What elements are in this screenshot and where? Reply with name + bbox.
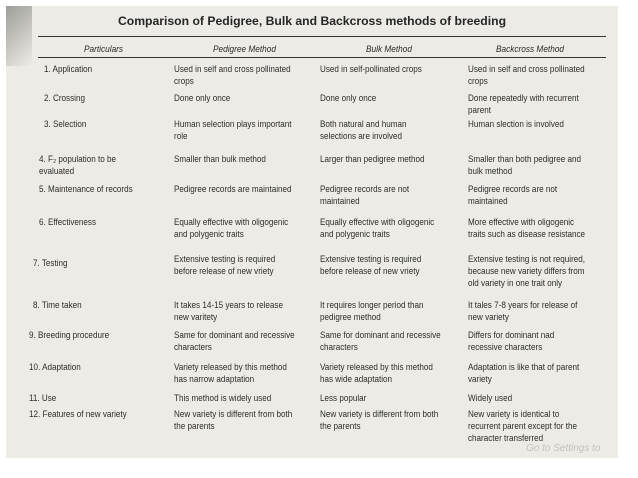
activation-watermark: Go to Settings to bbox=[526, 443, 601, 454]
cell-bulk: and polygenic traits bbox=[320, 229, 390, 239]
cell-backcross: Extensive testing is not required, bbox=[468, 254, 586, 264]
row-particular: 1. Application bbox=[44, 64, 93, 74]
cell-backcross: bulk method bbox=[468, 166, 513, 176]
cell-bulk: characters bbox=[320, 342, 358, 352]
cell-pedigree: Variety released by this method bbox=[174, 362, 287, 372]
cell-backcross: Adaptation is like that of parent bbox=[468, 362, 580, 372]
cell-bulk: has wide adaptation bbox=[320, 374, 393, 384]
header-pedigree: Pedigree Method bbox=[213, 44, 276, 54]
cell-backcross: maintained bbox=[468, 196, 508, 206]
document-page: Comparison of Pedigree, Bulk and Backcro… bbox=[6, 6, 618, 458]
cell-backcross: variety bbox=[468, 374, 492, 384]
cell-bulk: Less popular bbox=[320, 393, 367, 403]
cell-pedigree: Smaller than bulk method bbox=[174, 154, 266, 164]
cell-backcross: It tales 7-8 years for release of bbox=[468, 300, 578, 310]
cell-bulk: Larger than pedigree method bbox=[320, 154, 425, 164]
row-particular: 11. Use bbox=[29, 393, 57, 403]
cell-bulk: Same for dominant and recessive bbox=[320, 330, 441, 340]
top-rule bbox=[38, 36, 606, 37]
cell-pedigree: has narrow adaptation bbox=[174, 374, 255, 384]
cell-pedigree: before release of new vriety bbox=[174, 266, 274, 276]
cell-pedigree: crops bbox=[174, 76, 194, 86]
cell-pedigree: This method is widely used bbox=[174, 393, 272, 403]
cell-pedigree: Used in self and cross pollinated bbox=[174, 64, 291, 74]
cell-backcross: New variety is identical to bbox=[468, 409, 560, 419]
cell-bulk: Variety released by this method bbox=[320, 362, 433, 372]
cell-backcross: Pedigree records are not bbox=[468, 184, 558, 194]
cell-backcross: Smaller than both pedigree and bbox=[468, 154, 582, 164]
row-particular: 4. F₂ population to be bbox=[39, 154, 117, 164]
cell-bulk: the parents bbox=[320, 421, 361, 431]
cell-bulk: maintained bbox=[320, 196, 360, 206]
cell-pedigree: It takes 14-15 years to release bbox=[174, 300, 283, 310]
cell-backcross: Differs for dominant nad bbox=[468, 330, 555, 340]
cell-backcross: old variety in one trait only bbox=[468, 278, 563, 288]
cell-backcross: parent bbox=[468, 105, 491, 115]
row-particular: 8. Time taken bbox=[33, 300, 82, 310]
cell-backcross: Used in self and cross pollinated bbox=[468, 64, 585, 74]
header-rule bbox=[38, 57, 606, 58]
cell-bulk: Extensive testing is required bbox=[320, 254, 422, 264]
cell-bulk: selections are involved bbox=[320, 131, 402, 141]
cell-backcross: recurrent parent except for the bbox=[468, 421, 577, 431]
cell-pedigree: Pedigree records are maintained bbox=[174, 184, 292, 194]
cell-pedigree: Done only once bbox=[174, 93, 231, 103]
cell-backcross: character transferred bbox=[468, 433, 544, 443]
cell-pedigree: New variety is different from both bbox=[174, 409, 293, 419]
cell-backcross: Done repeatedly with recurrent bbox=[468, 93, 579, 103]
cell-bulk: before release of new vriety bbox=[320, 266, 420, 276]
cell-pedigree: Same for dominant and recessive bbox=[174, 330, 295, 340]
row-particular: 3. Selection bbox=[44, 119, 87, 129]
cell-pedigree: Human selection plays important bbox=[174, 119, 292, 129]
row-particular: 6. Effectiveness bbox=[39, 217, 97, 227]
page-shadow bbox=[6, 6, 32, 66]
header-backcross: Backcross Method bbox=[496, 44, 565, 54]
cell-backcross: because new variety differs from bbox=[468, 266, 585, 276]
cell-bulk: It requires longer period than bbox=[320, 300, 424, 310]
cell-bulk: New variety is different from both bbox=[320, 409, 439, 419]
cell-backcross: Widely used bbox=[468, 393, 513, 403]
cell-backcross: recessive characters bbox=[468, 342, 543, 352]
document-title: Comparison of Pedigree, Bulk and Backcro… bbox=[117, 14, 507, 28]
cell-backcross: new variety bbox=[468, 312, 509, 322]
row-particular: 9. Breeding procedure bbox=[29, 330, 110, 340]
cell-pedigree: characters bbox=[174, 342, 212, 352]
row-particular: 10. Adaptation bbox=[29, 362, 81, 372]
cell-pedigree: new varitety bbox=[174, 312, 218, 322]
cell-bulk: Used in self-pollinated crops bbox=[320, 64, 422, 74]
row-particular: 5. Maintenance of records bbox=[39, 184, 133, 194]
cell-pedigree: and polygenic traits bbox=[174, 229, 244, 239]
cell-pedigree: the parents bbox=[174, 421, 215, 431]
cell-backcross: More effective with oligogenic bbox=[468, 217, 575, 227]
cell-bulk: Equally effective with oligogenic bbox=[320, 217, 435, 227]
cell-pedigree: Equally effective with oligogenic bbox=[174, 217, 289, 227]
cell-bulk: pedigree method bbox=[320, 312, 381, 322]
cell-backcross: Human slection is involved bbox=[468, 119, 564, 129]
cell-backcross: crops bbox=[468, 76, 488, 86]
cell-pedigree: Extensive testing is required bbox=[174, 254, 276, 264]
cell-bulk: Both natural and human bbox=[320, 119, 407, 129]
cell-bulk: Done only once bbox=[320, 93, 377, 103]
header-bulk: Bulk Method bbox=[366, 44, 412, 54]
cell-backcross: traits such as disease resistance bbox=[468, 229, 586, 239]
row-particular: 2. Crossing bbox=[44, 93, 85, 103]
cell-bulk: Pedigree records are not bbox=[320, 184, 410, 194]
row-particular: evaluated bbox=[39, 166, 75, 176]
row-particular: 7. Testing bbox=[33, 258, 68, 268]
row-particular: 12. Features of new variety bbox=[29, 409, 127, 419]
cell-pedigree: role bbox=[174, 131, 188, 141]
header-particulars: Particulars bbox=[84, 44, 124, 54]
